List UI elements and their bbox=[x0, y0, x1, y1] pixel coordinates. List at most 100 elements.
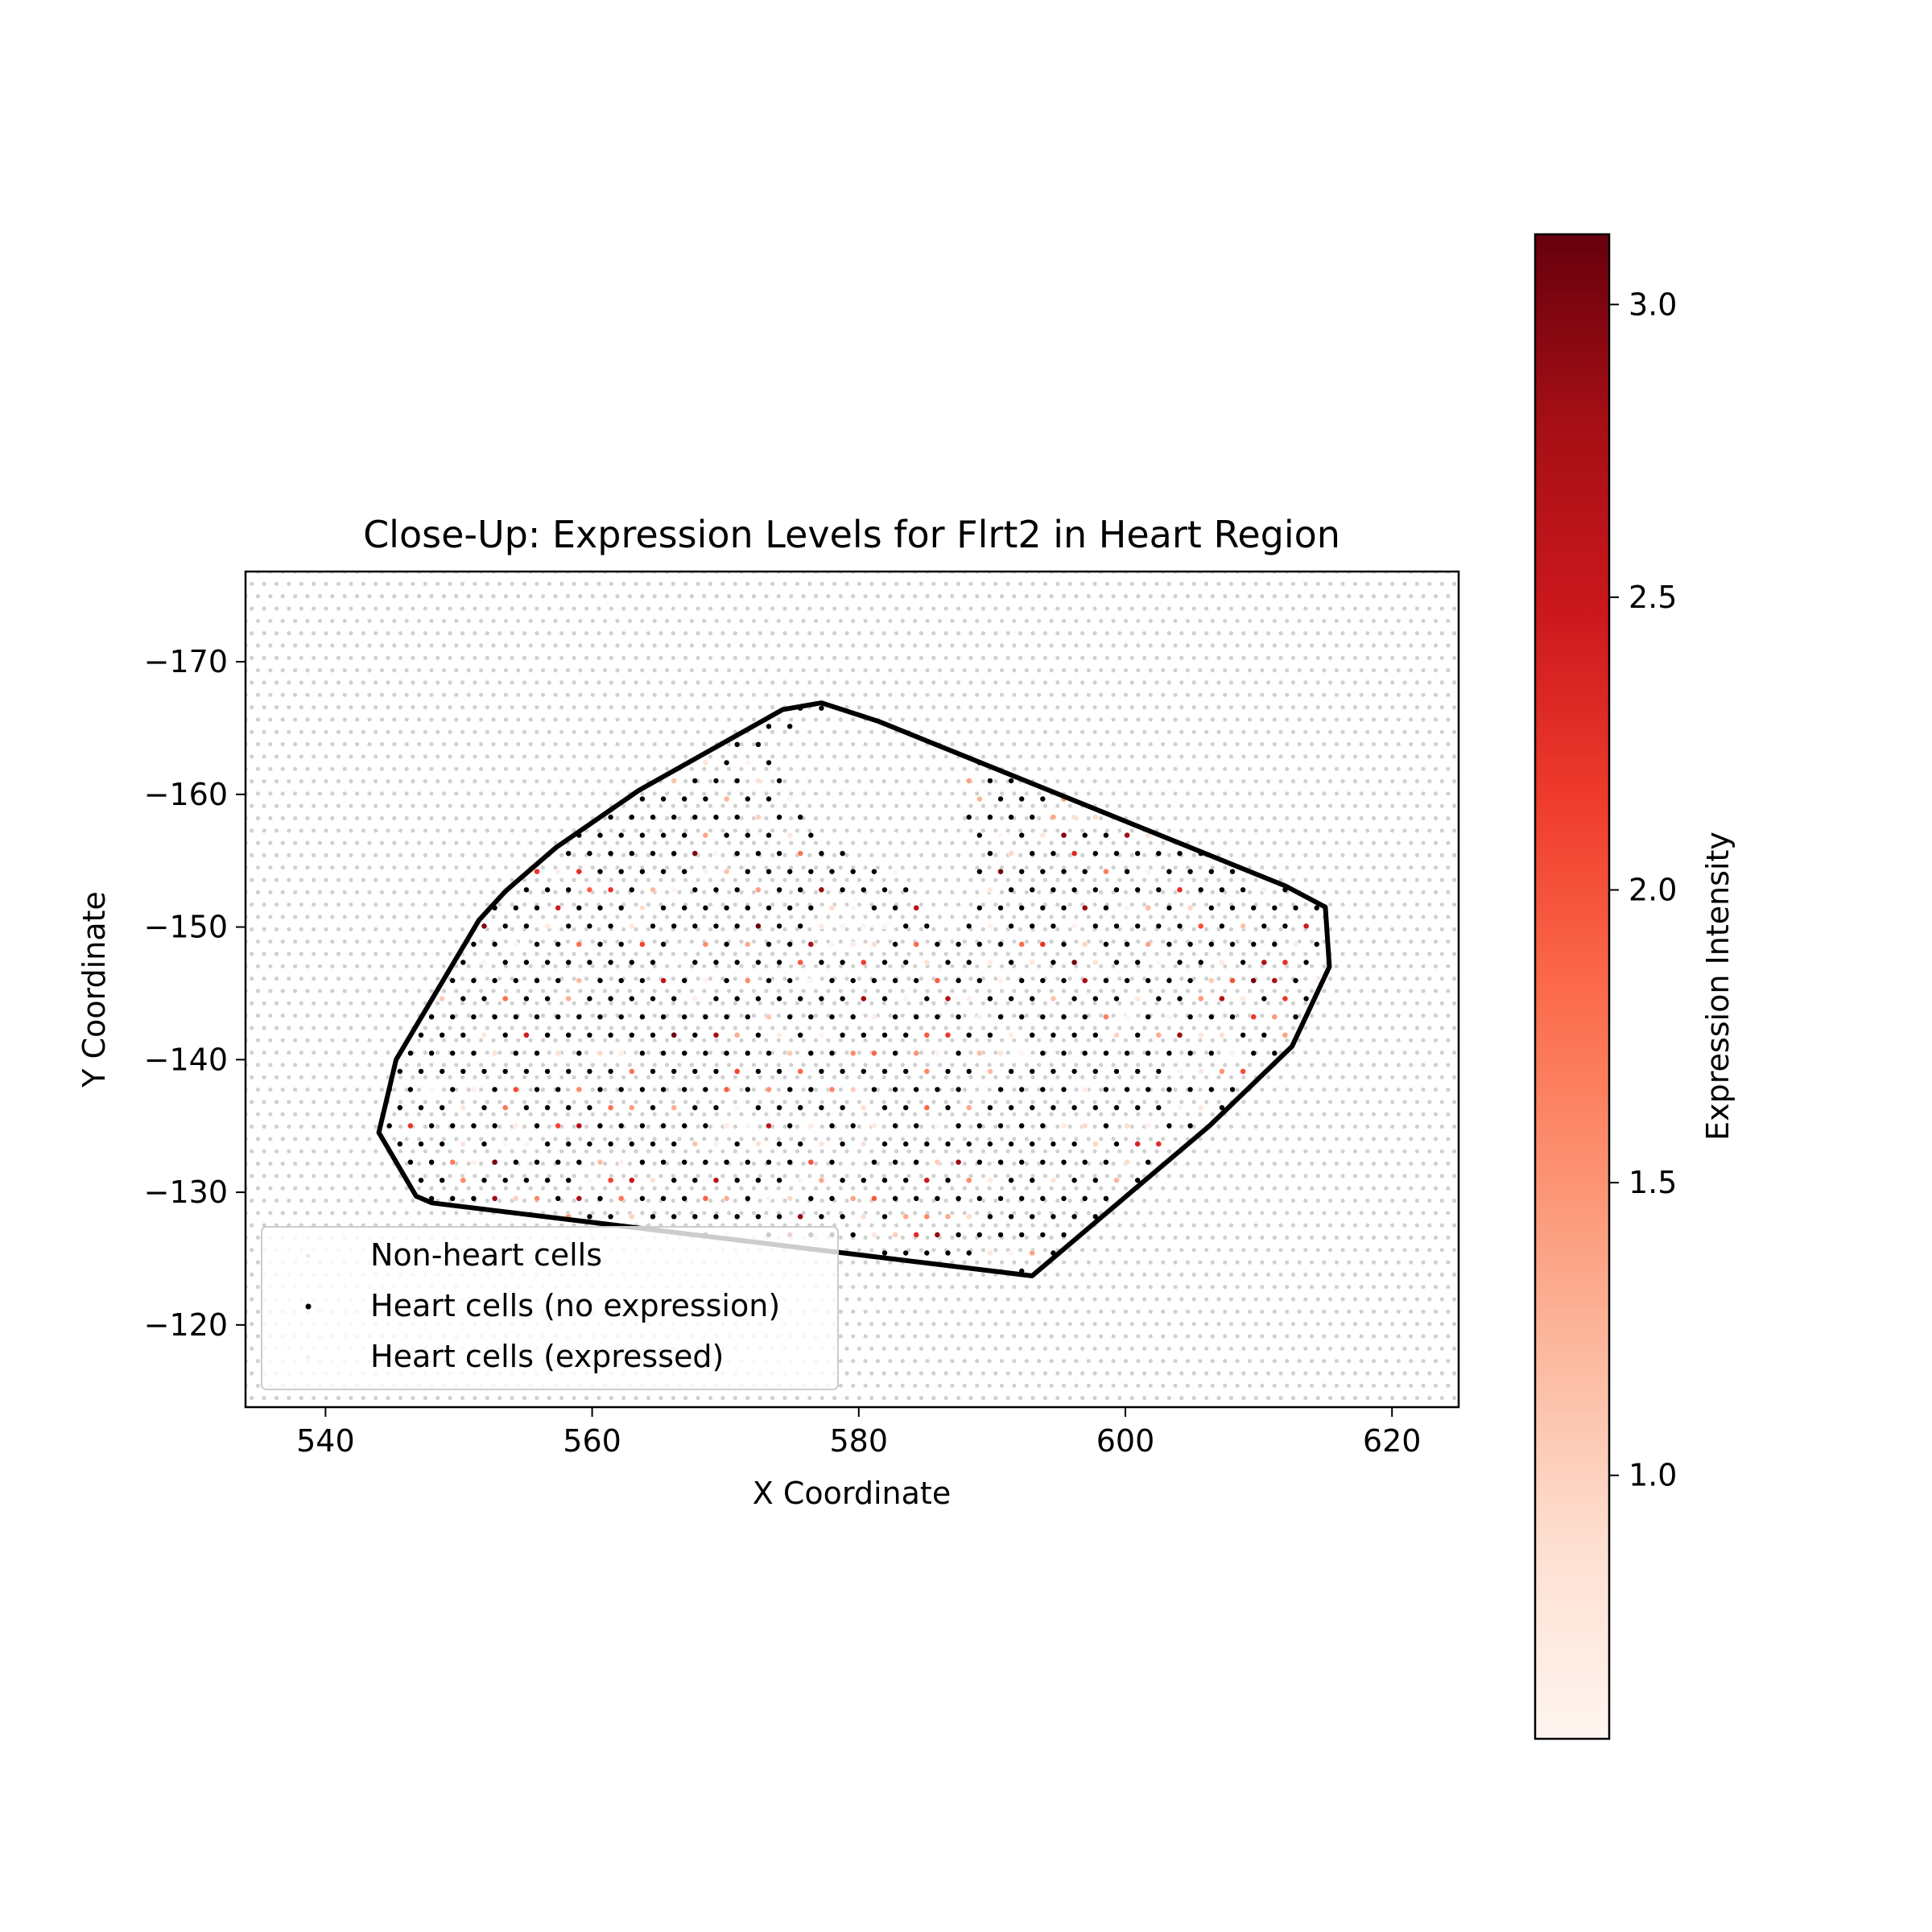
non-heart-cell bbox=[1204, 754, 1209, 759]
non-heart-cell bbox=[541, 1137, 546, 1141]
non-heart-cell bbox=[1042, 581, 1047, 586]
non-heart-cell bbox=[1185, 1137, 1191, 1141]
non-heart-cell bbox=[367, 914, 372, 919]
non-heart-cell bbox=[497, 1124, 502, 1129]
non-heart-cell bbox=[293, 594, 298, 599]
non-heart-cell bbox=[1290, 1026, 1295, 1030]
non-heart-cell bbox=[355, 815, 360, 821]
non-heart-cell bbox=[782, 606, 787, 611]
non-heart-cell bbox=[832, 1100, 837, 1104]
non-heart-cell bbox=[535, 754, 539, 759]
non-heart-cell bbox=[993, 1001, 998, 1005]
non-heart-cell bbox=[615, 618, 620, 623]
non-heart-cell bbox=[1185, 618, 1191, 623]
non-heart-cell bbox=[708, 1124, 713, 1129]
non-heart-cell bbox=[336, 1026, 341, 1030]
non-heart-cell bbox=[1421, 890, 1426, 894]
non-heart-cell bbox=[1322, 1088, 1327, 1092]
non-heart-cell bbox=[1216, 754, 1221, 759]
non-heart-cell bbox=[1253, 729, 1258, 734]
non-heart-cell bbox=[919, 1100, 923, 1104]
non-heart-cell bbox=[460, 927, 465, 931]
non-heart-cell bbox=[1161, 766, 1166, 771]
non-heart-cell bbox=[466, 914, 471, 919]
non-heart-cell bbox=[361, 1149, 365, 1154]
non-heart-cell bbox=[745, 606, 750, 611]
non-heart-cell bbox=[1216, 1149, 1221, 1154]
non-heart-cell bbox=[305, 594, 310, 599]
non-heart-cell bbox=[1104, 852, 1109, 857]
non-heart-cell bbox=[609, 1100, 613, 1104]
non-heart-cell bbox=[317, 618, 322, 623]
non-heart-cell bbox=[1055, 631, 1060, 636]
non-heart-cell bbox=[1452, 1001, 1457, 1005]
non-heart-cell bbox=[677, 1161, 682, 1166]
non-heart-cell bbox=[305, 964, 310, 968]
non-heart-cell bbox=[869, 1149, 874, 1154]
non-heart-cell bbox=[937, 1137, 943, 1141]
non-heart-cell bbox=[801, 618, 806, 623]
non-heart-cell bbox=[293, 1161, 298, 1166]
non-heart-cell bbox=[671, 902, 675, 907]
non-heart-cell bbox=[1161, 594, 1166, 599]
non-heart-cell bbox=[1322, 840, 1327, 845]
non-heart-cell bbox=[392, 1186, 397, 1191]
non-heart-cell bbox=[826, 1137, 831, 1141]
non-heart-cell bbox=[1347, 766, 1352, 771]
non-heart-cell bbox=[696, 729, 700, 734]
non-heart-cell bbox=[869, 828, 874, 833]
non-heart-cell bbox=[255, 1088, 260, 1092]
non-heart-cell bbox=[466, 840, 471, 845]
non-heart-cell bbox=[844, 1174, 849, 1179]
non-heart-cell bbox=[491, 692, 496, 697]
non-heart-cell bbox=[1055, 705, 1060, 710]
non-heart-cell bbox=[1049, 668, 1054, 673]
non-heart-cell bbox=[1260, 989, 1265, 993]
non-heart-cell bbox=[751, 865, 757, 870]
non-heart-cell bbox=[572, 1075, 576, 1080]
non-heart-cell bbox=[1322, 1112, 1327, 1117]
non-heart-cell bbox=[565, 1161, 571, 1166]
non-heart-cell bbox=[1179, 877, 1184, 882]
non-heart-cell bbox=[931, 1026, 936, 1030]
non-heart-cell bbox=[441, 1137, 447, 1141]
non-heart-cell bbox=[1315, 852, 1320, 857]
non-heart-cell bbox=[1223, 1137, 1228, 1141]
non-heart-cell bbox=[1247, 1161, 1253, 1166]
non-heart-cell bbox=[789, 791, 794, 796]
non-heart-cell bbox=[535, 655, 539, 660]
non-heart-cell bbox=[652, 717, 657, 722]
non-heart-cell bbox=[1266, 1026, 1271, 1030]
non-heart-cell bbox=[448, 852, 452, 857]
non-heart-cell bbox=[999, 914, 1005, 919]
non-heart-cell bbox=[1433, 618, 1439, 623]
non-heart-cell bbox=[826, 890, 831, 894]
non-heart-cell bbox=[473, 877, 477, 882]
non-heart-cell bbox=[404, 1013, 409, 1018]
non-heart-cell bbox=[1290, 705, 1295, 710]
non-heart-cell bbox=[1241, 1124, 1246, 1129]
non-heart-cell bbox=[1123, 964, 1129, 968]
non-heart-cell bbox=[1439, 680, 1444, 685]
non-heart-cell bbox=[980, 1149, 985, 1154]
non-heart-cell bbox=[665, 1186, 670, 1191]
non-heart-cell bbox=[367, 717, 372, 722]
non-heart-cell bbox=[510, 902, 514, 907]
non-heart-cell bbox=[1452, 705, 1457, 710]
non-heart-cell bbox=[479, 1038, 484, 1042]
non-heart-cell bbox=[1347, 692, 1352, 697]
non-heart-cell bbox=[1154, 803, 1159, 808]
non-heart-cell bbox=[584, 655, 589, 660]
non-heart-cell bbox=[274, 1174, 279, 1179]
non-heart-cell bbox=[460, 680, 465, 685]
non-heart-cell bbox=[559, 754, 564, 759]
non-heart-cell bbox=[733, 803, 737, 808]
non-heart-cell bbox=[398, 680, 403, 685]
non-heart-cell bbox=[987, 791, 992, 796]
non-heart-cell bbox=[1086, 692, 1091, 697]
non-heart-cell bbox=[1402, 1051, 1407, 1055]
non-heart-cell bbox=[1086, 865, 1091, 870]
non-heart-cell bbox=[1216, 705, 1221, 710]
non-heart-cell bbox=[844, 828, 849, 833]
non-heart-cell bbox=[293, 840, 298, 845]
